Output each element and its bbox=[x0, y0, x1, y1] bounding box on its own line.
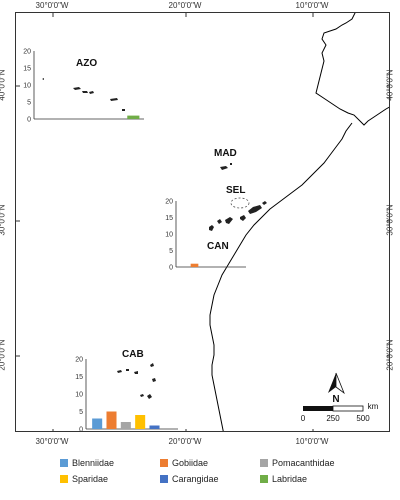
chart-azo-y-tick-label: 5 bbox=[27, 100, 31, 107]
region-label-cab: CAB bbox=[122, 349, 144, 360]
chart-can-y-tick-label: 5 bbox=[169, 248, 173, 255]
legend-label: Gobiidae bbox=[172, 458, 209, 468]
lon-tick-top-20w: 20°0'0"W bbox=[168, 1, 202, 10]
chart-cab-y-tick-label: 10 bbox=[75, 392, 83, 399]
chart-cab: 0 5 10 15 20 bbox=[75, 357, 178, 433]
chart-can-y-tick-label: 20 bbox=[165, 199, 173, 206]
chart-can-bar-gobiidae bbox=[190, 263, 199, 267]
legend-swatch bbox=[260, 475, 268, 483]
scale-bar bbox=[303, 405, 364, 412]
lon-tick-top-10w: 10°0'0"W bbox=[295, 1, 329, 10]
chart-can-y-tick-label: 10 bbox=[165, 232, 173, 239]
selvagens-marker bbox=[230, 197, 250, 209]
chart-cab-y-tick-label: 15 bbox=[75, 374, 83, 381]
chart-cab-y-tick-label: 5 bbox=[79, 409, 83, 416]
lon-tick-bottom-10w: 10°0'0"W bbox=[295, 437, 329, 446]
chart-cab-bar-sparidae bbox=[135, 415, 146, 429]
chart-can-y-tick-label: 15 bbox=[165, 215, 173, 222]
region-label-sel: SEL bbox=[226, 185, 246, 196]
region-label-azo: AZO bbox=[76, 58, 98, 69]
legend-label: Labridae bbox=[272, 474, 308, 484]
graticule-ticks bbox=[16, 13, 389, 431]
lon-tick-top-30w: 30°0'0"W bbox=[35, 1, 69, 10]
legend-item-blenniidae: Blenniidae bbox=[60, 458, 114, 468]
chart-can: 0 5 10 15 20 bbox=[165, 199, 246, 272]
legend-label: Sparidae bbox=[72, 474, 109, 484]
chart-azo-y-tick-label: 15 bbox=[23, 66, 31, 73]
scale-unit: km bbox=[367, 402, 379, 411]
chart-azo-bar-labridae bbox=[127, 115, 140, 119]
chart-cab-bar-carangidae bbox=[149, 425, 160, 429]
lon-tick-bottom-20w: 20°0'0"W bbox=[168, 437, 202, 446]
chart-cab-bar-blenniidae bbox=[92, 418, 103, 429]
legend-swatch bbox=[60, 459, 68, 467]
lon-tick-bottom-30w: 30°0'0"W bbox=[35, 437, 69, 446]
canary-islands bbox=[209, 201, 267, 231]
map-canvas bbox=[16, 13, 389, 431]
scale-label-250: 250 bbox=[326, 414, 340, 423]
lat-tick-left-20n: 20°0'0"N bbox=[0, 339, 7, 371]
madeira-islands bbox=[220, 163, 232, 170]
cabo-verde-islands bbox=[117, 363, 156, 399]
legend-label: Pomacanthidae bbox=[272, 458, 335, 468]
azores-islands bbox=[42, 78, 125, 111]
region-label-can: CAN bbox=[207, 241, 229, 252]
lat-tick-left-40n: 40°0'0"N bbox=[0, 69, 7, 101]
legend-item-pomacanthidae: Pomacanthidae bbox=[260, 458, 335, 468]
legend-label: Carangidae bbox=[172, 474, 219, 484]
chart-azo-y-tick-label: 10 bbox=[23, 83, 31, 90]
chart-azo-y-tick-label: 0 bbox=[27, 117, 31, 124]
legend-item-carangidae: Carangidae bbox=[160, 474, 219, 484]
map-frame: AZO MAD SEL CAN CAB 0 5 10 15 20 0 5 10 15 20 0 5… bbox=[15, 12, 390, 432]
region-label-mad: MAD bbox=[214, 148, 237, 159]
legend-swatch bbox=[160, 475, 168, 483]
chart-cab-y-tick-label: 20 bbox=[75, 357, 83, 364]
legend-item-gobiidae: Gobiidae bbox=[160, 458, 208, 468]
chart-azo: 0 5 10 15 20 bbox=[23, 49, 144, 124]
legend-item-sparidae: Sparidae bbox=[60, 474, 108, 484]
legend-swatch bbox=[160, 459, 168, 467]
north-arrow-icon bbox=[328, 372, 345, 395]
lat-tick-left-30n: 30°0'0"N bbox=[0, 204, 7, 236]
coastline bbox=[209, 13, 389, 431]
legend-swatch bbox=[60, 475, 68, 483]
chart-cab-bar-gobiidae bbox=[106, 411, 117, 429]
chart-cab-bar-pomacanthidae bbox=[120, 422, 131, 429]
legend-item-labridae: Labridae bbox=[260, 474, 307, 484]
north-label: N bbox=[332, 394, 340, 405]
scale-label-0: 0 bbox=[300, 414, 306, 423]
chart-azo-y-tick-label: 20 bbox=[23, 49, 31, 56]
scale-label-500: 500 bbox=[356, 414, 370, 423]
chart-can-y-tick-label: 0 bbox=[169, 265, 173, 272]
legend-label: Blenniidae bbox=[72, 458, 115, 468]
chart-cab-y-tick-label: 0 bbox=[79, 427, 83, 433]
legend-swatch bbox=[260, 459, 268, 467]
